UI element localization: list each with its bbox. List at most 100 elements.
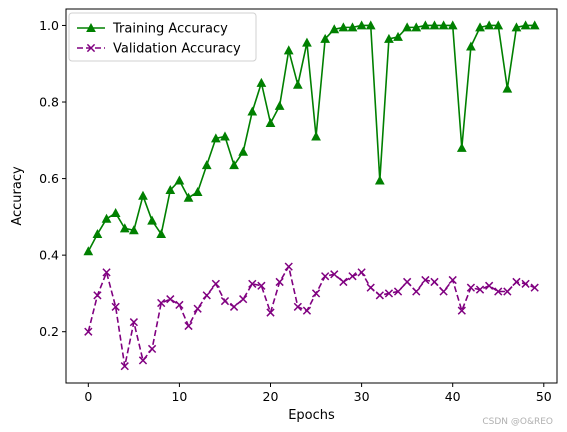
marker-point-2 <box>102 268 111 277</box>
marker-point-16 <box>229 160 239 170</box>
legend-item-training: Training Accuracy <box>77 22 228 37</box>
marker-point-23 <box>292 79 303 89</box>
marker-point-26 <box>320 33 331 43</box>
legend-box <box>68 12 257 62</box>
marker-point-44 <box>485 281 494 290</box>
marker-point-6 <box>138 356 148 365</box>
marker-point-9 <box>165 185 176 195</box>
marker-point-11 <box>183 192 194 202</box>
marker-point-37 <box>420 20 431 30</box>
x-axis-label: Epochs <box>288 408 335 423</box>
marker-point-33 <box>384 289 394 298</box>
marker-point-3 <box>111 302 120 311</box>
x-tick-label: 40 <box>445 389 461 404</box>
y-tick-label: 1.0 <box>39 18 59 33</box>
marker-point-47 <box>512 277 521 287</box>
marker-point-12 <box>192 186 203 196</box>
marker-point-7 <box>147 215 157 225</box>
marker-point-4 <box>119 223 130 233</box>
marker-point-46 <box>503 287 512 296</box>
marker-point-14 <box>211 279 220 288</box>
marker-point-21 <box>275 277 284 287</box>
marker-point-17 <box>238 146 249 156</box>
marker-point-31 <box>366 283 375 292</box>
marker-point-24 <box>302 306 312 315</box>
marker-point-18 <box>247 106 258 116</box>
marker-legend <box>86 43 96 53</box>
marker-point-11 <box>184 321 193 331</box>
marker-point-33 <box>384 33 394 43</box>
marker-point-27 <box>330 270 339 279</box>
marker-point-48 <box>521 279 530 288</box>
marker-point-44 <box>484 20 495 30</box>
series-training <box>83 20 540 256</box>
marker-point-36 <box>412 287 421 296</box>
x-tick-label: 30 <box>354 389 370 404</box>
marker-point-32 <box>375 291 384 300</box>
watermark: CSDN @O&REO <box>482 417 553 427</box>
marker-point-13 <box>201 160 212 170</box>
marker-point-8 <box>156 229 167 239</box>
marker-point-43 <box>475 285 485 294</box>
marker-point-42 <box>466 283 476 292</box>
marker-point-36 <box>411 22 422 32</box>
marker-point-26 <box>321 272 330 281</box>
marker-point-42 <box>466 41 476 51</box>
legend-label: Training Accuracy <box>112 22 228 37</box>
marker-point-30 <box>357 268 366 277</box>
marker-point-47 <box>511 22 522 32</box>
plot-frame <box>65 8 558 384</box>
marker-point-19 <box>256 77 267 87</box>
marker-point-4 <box>120 362 129 371</box>
marker-point-21 <box>274 100 285 110</box>
legend: Training Accuracy Validation Accuracy <box>68 12 257 62</box>
marker-point-20 <box>266 308 275 317</box>
marker-point-3 <box>110 207 121 218</box>
marker-point-20 <box>265 118 276 128</box>
marker-point-17 <box>239 295 248 304</box>
marker-point-45 <box>494 287 503 296</box>
marker-point-18 <box>248 279 257 288</box>
marker-point-6 <box>138 190 148 200</box>
marker-point-34 <box>393 287 403 296</box>
x-tick-label: 20 <box>263 389 279 404</box>
marker-point-37 <box>421 275 430 285</box>
marker-point-28 <box>338 22 349 32</box>
marker-point-27 <box>329 24 340 34</box>
marker-point-38 <box>430 277 439 287</box>
marker-point-28 <box>339 277 348 287</box>
marker-point-0 <box>83 246 94 256</box>
marker-point-32 <box>374 175 385 185</box>
marker-point-1 <box>93 291 102 300</box>
marker-point-41 <box>457 306 466 315</box>
marker-point-0 <box>84 327 93 336</box>
marker-point-8 <box>157 298 166 308</box>
marker-point-43 <box>475 22 485 32</box>
marker-point-49 <box>530 283 539 292</box>
marker-point-13 <box>202 291 211 300</box>
marker-point-40 <box>447 20 458 30</box>
marker-point-22 <box>283 45 294 55</box>
marker-point-48 <box>520 20 531 30</box>
marker-point-5 <box>128 225 139 235</box>
marker-point-39 <box>438 20 449 30</box>
marker-point-29 <box>348 272 357 281</box>
marker-point-35 <box>402 22 413 32</box>
marker-point-49 <box>529 20 540 30</box>
marker-point-24 <box>302 37 312 47</box>
marker-point-16 <box>229 302 239 311</box>
y-tick-label: 0.2 <box>39 324 59 339</box>
x-tick-label: 10 <box>171 389 187 404</box>
marker-point-34 <box>393 31 403 41</box>
legend-label: Validation Accuracy <box>113 42 241 57</box>
marker-point-45 <box>493 20 504 30</box>
y-tick-label: 0.8 <box>39 95 59 110</box>
marker-point-19 <box>257 281 266 290</box>
x-tick-label: 0 <box>84 389 92 404</box>
marker-point-41 <box>456 142 467 152</box>
marker-point-31 <box>365 20 376 30</box>
marker-point-14 <box>210 133 221 143</box>
series-validation <box>84 262 539 371</box>
marker-point-25 <box>311 131 321 141</box>
